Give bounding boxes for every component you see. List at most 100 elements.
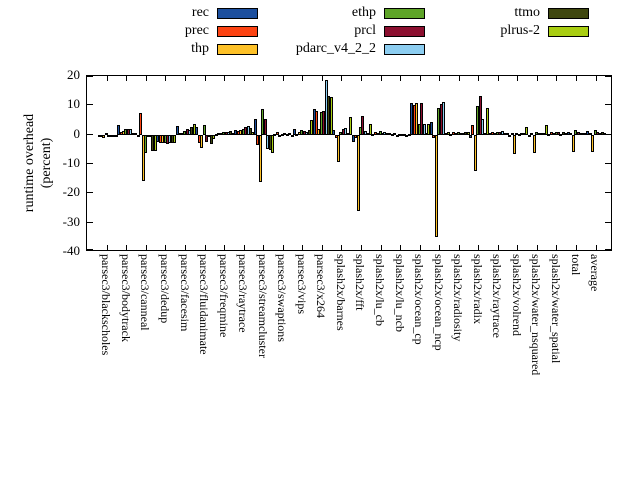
- legend-swatch-thp: [217, 44, 258, 55]
- bar-rec: [566, 131, 570, 135]
- bar-pdarc_v4_2_2: [559, 133, 563, 136]
- y-tick-label--20: -20: [62, 184, 80, 200]
- y-tick-mark: [605, 76, 611, 77]
- bar-plrus-2: [290, 134, 294, 137]
- bar-rec: [586, 130, 590, 135]
- legend-swatch-plrus-2: [548, 26, 589, 37]
- bar-rec: [508, 134, 512, 137]
- bar-plrus-2: [329, 96, 333, 135]
- legend-swatch-ttmo: [548, 8, 589, 19]
- bar-thp: [278, 134, 282, 137]
- y-tick-mark: [605, 133, 611, 135]
- x-tick-mark: [263, 76, 265, 81]
- bar-plrus-2: [466, 131, 470, 135]
- bar-pdarc_v4_2_2: [383, 131, 387, 135]
- bar-thp: [200, 134, 204, 148]
- x-category-label: average: [588, 254, 603, 292]
- x-tick-mark: [321, 76, 323, 81]
- bar-prcl: [420, 102, 424, 135]
- legend-label-rec: rec: [191, 5, 209, 20]
- x-tick-mark: [145, 245, 147, 250]
- x-tick-mark: [439, 76, 441, 81]
- x-tick-mark: [243, 245, 245, 250]
- x-category-label: splash2x/volrend: [509, 254, 524, 336]
- x-tick-mark: [341, 245, 343, 250]
- bar-plrus-2: [603, 133, 607, 136]
- bar-rec: [136, 134, 140, 137]
- bar-rec: [371, 133, 375, 136]
- legend-swatch-pdarc_v4_2_2: [384, 44, 425, 55]
- bar-ttmo: [229, 131, 233, 135]
- y-tick-mark: [87, 192, 93, 194]
- x-category-label: splash2x/barnes: [333, 254, 348, 331]
- y-tick-label--10: -10: [62, 155, 80, 170]
- y-tick-label-10: 10: [67, 96, 80, 112]
- bar-prec: [275, 132, 279, 135]
- bar-plrus-2: [446, 132, 450, 135]
- bar-rec: [293, 128, 297, 135]
- bar-rec: [527, 134, 531, 137]
- bar-rec: [429, 122, 433, 135]
- x-tick-mark: [321, 245, 323, 250]
- x-category-label: parsec3/bodytrack: [118, 254, 133, 342]
- x-tick-mark: [497, 245, 499, 250]
- x-category-label: splash2x/water_nsquared: [529, 254, 544, 376]
- bar-prec: [471, 124, 475, 135]
- x-tick-mark: [302, 245, 304, 250]
- x-tick-mark: [595, 76, 597, 81]
- x-tick-mark: [106, 245, 108, 250]
- x-tick-mark: [282, 245, 284, 250]
- legend-label-ttmo: ttmo: [514, 5, 540, 20]
- bar-rec: [449, 133, 453, 136]
- legend-label-plrus-2: plrus-2: [500, 23, 540, 38]
- bar-rec: [351, 134, 355, 143]
- x-category-label: splash2x/ocean_cp: [412, 254, 427, 345]
- plot-area: [86, 75, 612, 251]
- y-tick-mark: [87, 76, 93, 77]
- bar-prcl: [478, 96, 482, 135]
- x-tick-mark: [576, 245, 577, 250]
- x-category-label: total: [568, 254, 583, 276]
- bar-thp: [141, 134, 145, 181]
- x-tick-mark: [517, 76, 519, 81]
- bar-ttmo: [209, 134, 213, 145]
- x-tick-mark: [439, 245, 441, 250]
- x-category-label: parsec3/streamcluster: [255, 254, 270, 358]
- bar-prcl: [361, 116, 365, 135]
- bar-prec: [315, 110, 319, 135]
- bar-ttmo: [249, 128, 253, 135]
- x-category-label: parsec3/dedup: [157, 254, 172, 324]
- x-tick-mark: [536, 76, 538, 81]
- bar-rec: [332, 130, 336, 135]
- bar-prcl: [263, 118, 267, 135]
- y-tick-mark: [87, 133, 93, 135]
- y-tick-label-20: 20: [67, 67, 80, 82]
- x-tick-mark: [302, 76, 304, 81]
- x-tick-mark: [185, 76, 186, 81]
- legend-label-pdarc_v4_2_2: pdarc_v4_2_2: [295, 41, 376, 56]
- y-tick-label-0: 0: [73, 125, 81, 141]
- x-tick-mark: [165, 76, 167, 81]
- y-tick-mark: [605, 221, 611, 223]
- bar-pdarc_v4_2_2: [500, 130, 504, 135]
- y-tick-mark: [605, 249, 611, 250]
- bar-pdarc_v4_2_2: [129, 129, 133, 135]
- bar-thp: [337, 134, 341, 162]
- x-tick-mark: [458, 76, 460, 81]
- bar-pdarc_v4_2_2: [422, 123, 426, 135]
- bar-plrus-2: [349, 117, 353, 135]
- x-tick-mark: [400, 245, 402, 250]
- x-tick-mark: [126, 245, 128, 250]
- x-tick-mark: [106, 76, 108, 81]
- bar-plrus-2: [173, 134, 177, 143]
- x-category-label: splash2x/ocean_ncp: [431, 254, 446, 351]
- y-tick-label--40: -40: [62, 243, 80, 258]
- bar-prec: [549, 131, 553, 135]
- legend-label-prec: prec: [184, 23, 209, 38]
- x-tick-mark: [400, 76, 402, 81]
- x-tick-mark: [243, 76, 245, 81]
- y-tick-mark: [87, 104, 93, 106]
- bar-rec: [273, 133, 277, 136]
- x-category-label: splash2x/fft: [353, 254, 368, 311]
